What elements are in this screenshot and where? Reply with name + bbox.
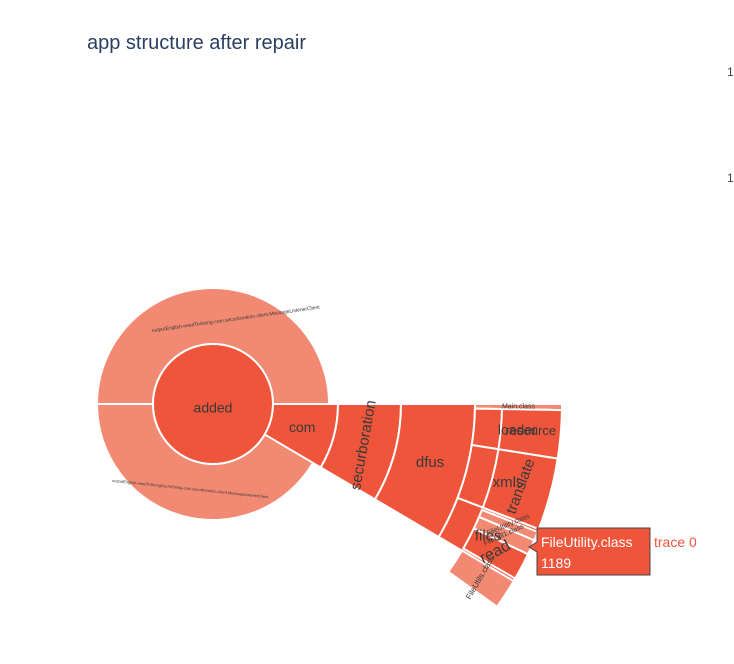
stray-tick-bottom: 1 bbox=[727, 171, 734, 185]
tooltip-value: 1189 bbox=[541, 555, 571, 571]
sector-translate[interactable] bbox=[481, 448, 559, 531]
tooltip-trace-name: trace 0 bbox=[654, 534, 697, 550]
label-com: com bbox=[289, 419, 315, 435]
sector-fileutils[interactable] bbox=[446, 549, 516, 609]
label-resource: resource bbox=[505, 423, 556, 438]
sector-read[interactable] bbox=[461, 527, 530, 580]
tooltip-box bbox=[528, 527, 651, 576]
sunburst-sectors: outputEnglish-needToString-com.securbora… bbox=[95, 287, 564, 609]
label-xmls: xmls bbox=[493, 474, 524, 491]
sector-fileutil1[interactable] bbox=[472, 515, 536, 556]
sector-resource[interactable] bbox=[497, 408, 563, 460]
chart-title: app structure after repair bbox=[87, 32, 306, 54]
label-main-class: Main.class bbox=[502, 404, 536, 411]
label-files: files bbox=[475, 528, 502, 545]
label-loader: loader bbox=[498, 421, 537, 437]
label-added: added bbox=[194, 400, 233, 416]
hover-tooltip: FileUtility.class 1189 trace 0 bbox=[528, 527, 697, 576]
stray-tick-top: 1 bbox=[727, 65, 734, 79]
label-dfus: dfus bbox=[416, 454, 444, 471]
tooltip-label: FileUtility.class bbox=[541, 534, 633, 550]
